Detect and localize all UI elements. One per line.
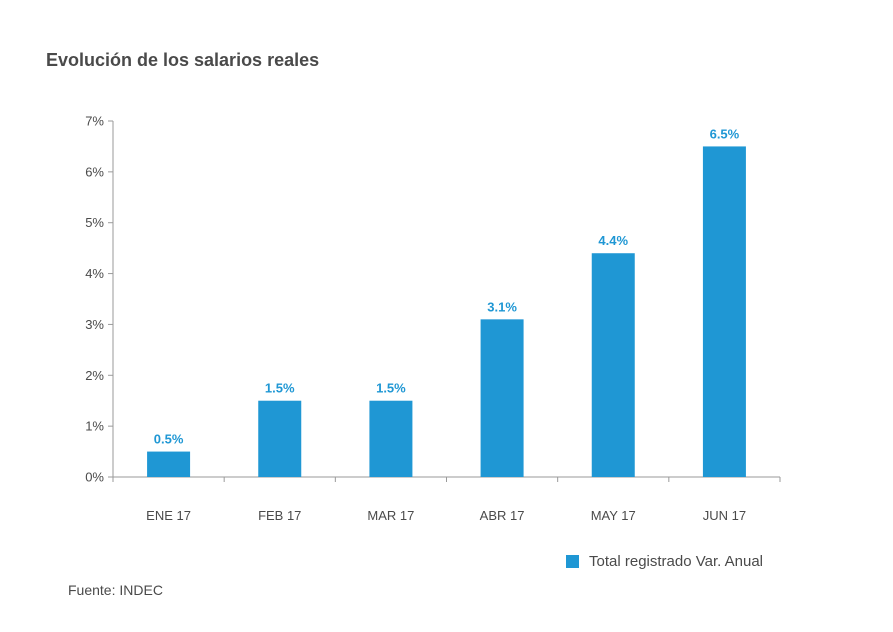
y-axis: 0% 1% 2% 3% 4% 5% 6% 7%	[85, 114, 114, 485]
bar-data-label: 3.1%	[487, 299, 517, 314]
x-tick-label: ENE 17	[146, 508, 191, 523]
bar	[702, 146, 746, 477]
bar-data-label: 1.5%	[376, 381, 406, 396]
y-tick-label: 4%	[85, 266, 104, 281]
legend: Total registrado Var. Anual	[566, 553, 763, 570]
x-axis: ENE 17 FEB 17 MAR 17 ABR 17 MAY 17 JUN 17	[112, 476, 781, 523]
bar	[147, 451, 191, 477]
source-note: Fuente: INDEC	[68, 582, 163, 598]
y-tick-label: 5%	[85, 215, 104, 230]
x-tick-label: JUN 17	[703, 508, 746, 523]
legend-swatch	[566, 555, 579, 568]
bar	[591, 253, 635, 477]
x-tick-label: FEB 17	[258, 508, 301, 523]
bar	[258, 400, 302, 477]
bar-data-label: 0.5%	[154, 432, 184, 447]
y-tick-label: 1%	[85, 419, 104, 434]
y-tick-label: 7%	[85, 114, 104, 129]
y-tick-label: 0%	[85, 470, 104, 485]
bar-data-label: 1.5%	[265, 381, 295, 396]
legend-label: Total registrado Var. Anual	[589, 553, 763, 570]
y-tick-label: 3%	[85, 317, 104, 332]
x-tick-label: ABR 17	[480, 508, 525, 523]
bars	[147, 146, 746, 477]
x-tick-label: MAR 17	[367, 508, 414, 523]
y-tick-label: 6%	[85, 164, 104, 179]
bar-labels: 0.5% 1.5% 1.5% 3.1% 4.4% 6.5%	[154, 126, 740, 446]
bar	[369, 400, 413, 477]
x-tick-label: MAY 17	[591, 508, 636, 523]
y-tick-label: 2%	[85, 368, 104, 383]
chart-title: Evolución de los salarios reales	[46, 50, 320, 70]
bar-data-label: 4.4%	[598, 233, 628, 248]
bar-data-label: 6.5%	[710, 126, 740, 141]
bar	[480, 319, 524, 477]
